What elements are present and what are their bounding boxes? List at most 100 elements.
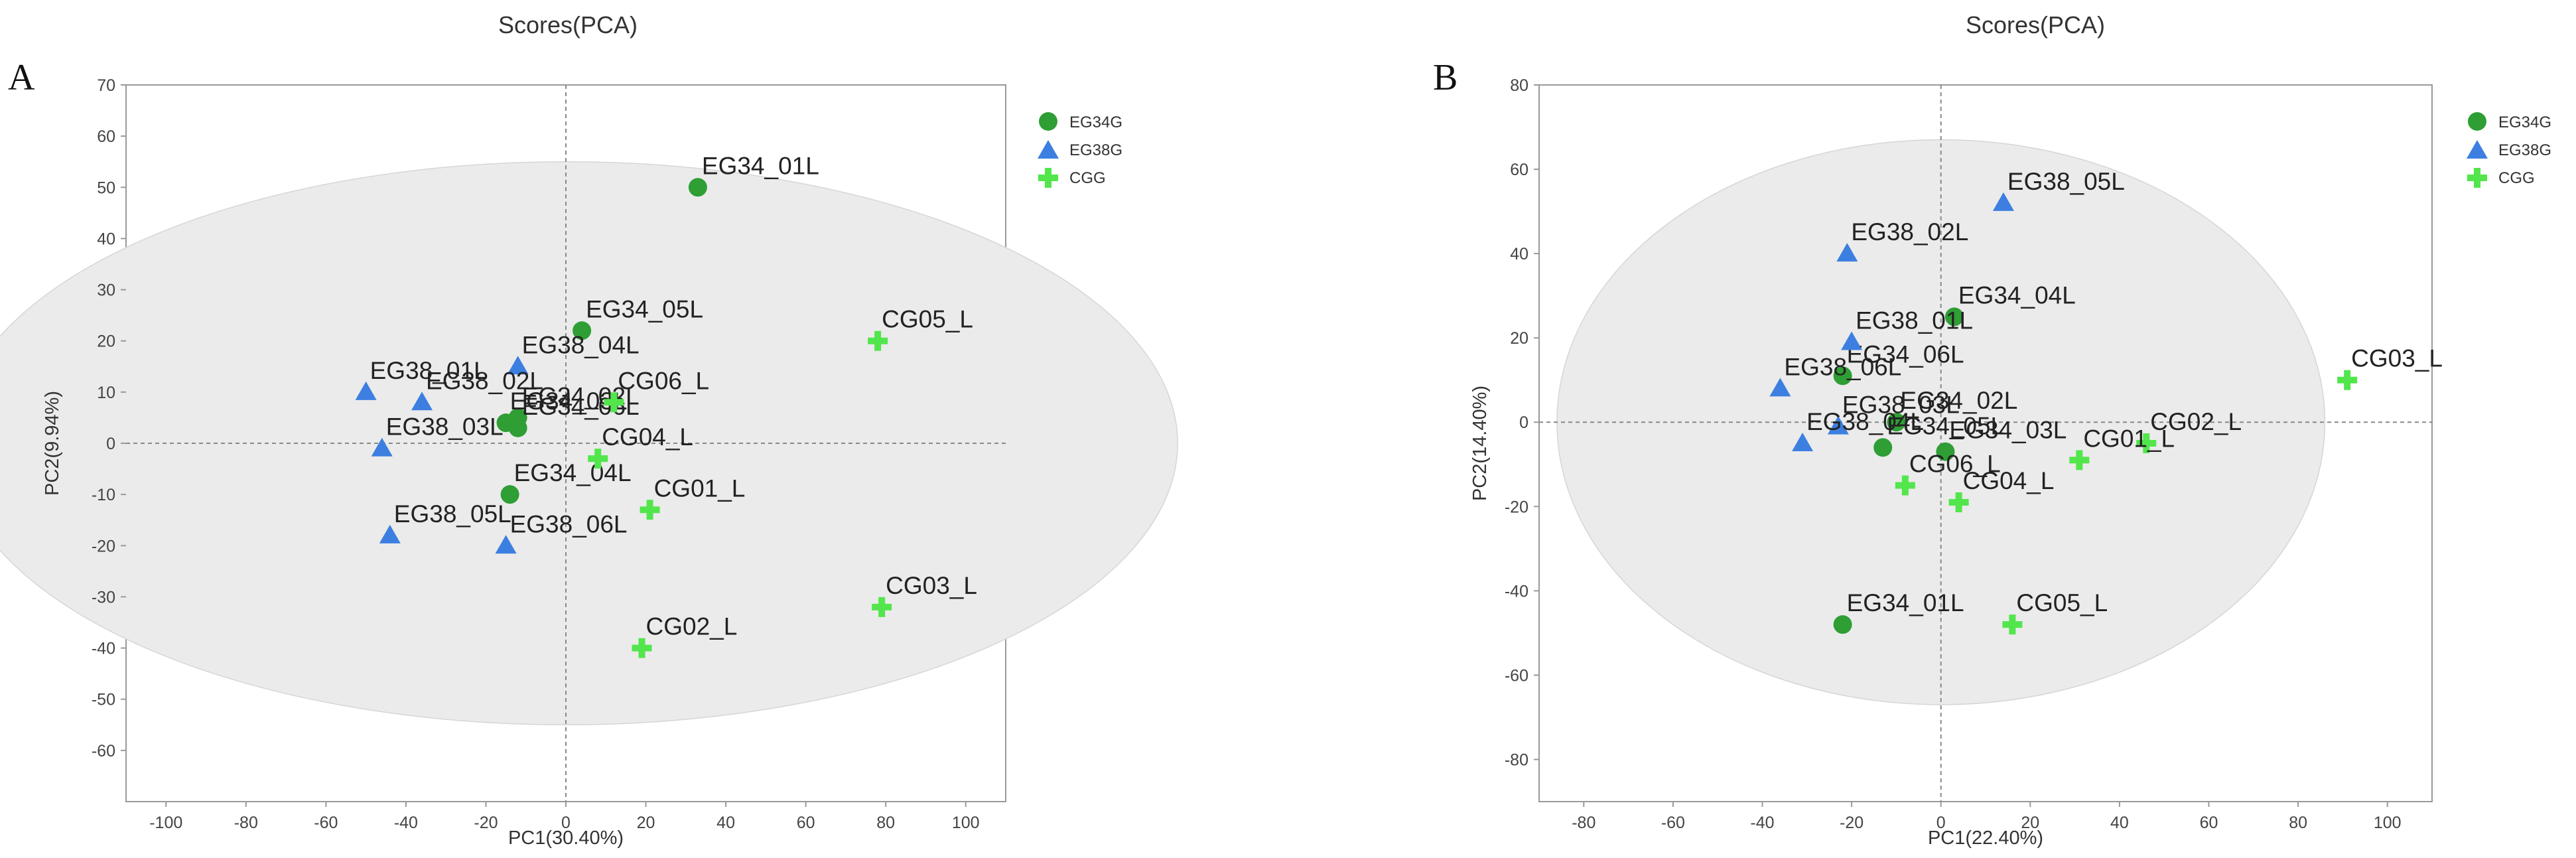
panel-b-point-eg38g-eg38-01l xyxy=(1841,331,1863,350)
legend-b-eg34g-marker xyxy=(2468,112,2486,131)
panel-a-x-tick-label: 80 xyxy=(876,814,895,832)
panel-a-point-cgg-cg02-l xyxy=(632,638,652,658)
panel-a-point-label: CG02_L xyxy=(646,613,738,640)
panel-b-y-tick-label: -40 xyxy=(1505,582,1528,601)
panel-b-y-tick-label: 60 xyxy=(1510,161,1528,179)
panel-b-x-tick-label: 80 xyxy=(2289,814,2307,832)
panel-a-points: EG34_01LEG34_05LEG34_04LEG34_02LEG34_03L… xyxy=(355,152,977,658)
panel-a-point-label: EG38_03L xyxy=(386,413,504,441)
panel-a-point-label: CG04_L xyxy=(602,423,693,451)
panel-b-point-eg34g-eg34-04l xyxy=(1944,307,1964,326)
panel-a-point-label: EG34_05L xyxy=(586,295,703,322)
panel-b-point-eg34g-eg34-02l xyxy=(1887,413,1906,432)
panel-b-y-label: PC2(14.40%) xyxy=(1469,386,1491,501)
panel-a-point-label: CG03_L xyxy=(886,572,977,599)
legend-a-eg38g-marker xyxy=(1038,140,1059,159)
panel-b-x-ticks: -80 -60 -40 -20 0 20 40 60 80 100 xyxy=(1572,802,2402,832)
panel-a-x-tick-label: -20 xyxy=(474,814,498,832)
panel-a-y-tick-label: 50 xyxy=(97,179,115,197)
panel-a-point-eg38g-eg38-06l xyxy=(495,535,517,554)
panel-b-letter: B xyxy=(1433,57,1457,98)
panel-a-y-tick-label: -20 xyxy=(92,537,115,555)
panel-a-point-eg38g-eg38-01l xyxy=(355,381,377,400)
panel-a-y-tick-label: -30 xyxy=(92,588,115,607)
panel-b-point-eg38g-eg38-06l xyxy=(1769,378,1791,397)
panel-a-point-eg38g-eg38-02l xyxy=(411,392,433,411)
panel-b-x-tick-label: 20 xyxy=(2021,814,2039,832)
panel-b-point-label: EG34_03L xyxy=(1949,417,2067,444)
panel-a-letter: A xyxy=(8,57,35,98)
panel-a-point-label: CG06_L xyxy=(618,367,709,394)
panel-a-x-ticks: -100 -80 -60 -40 -20 0 20 40 60 80 100 xyxy=(149,802,980,832)
panel-b-point-cgg-cg02-l xyxy=(2136,433,2157,453)
panel-a-point-eg34g-eg34-04l xyxy=(500,485,519,504)
legend-b-eg38g-marker xyxy=(2467,140,2488,159)
panel-b-y-tick-label: 20 xyxy=(1510,329,1528,348)
panel-a-point-eg34g-eg34-05l xyxy=(573,321,592,340)
panel-a-legend: EG34G EG38G CGG xyxy=(1038,112,1122,188)
panel-b-point-label: CG04_L xyxy=(1963,467,2055,494)
panel-b-point-label: EG34_02L xyxy=(1900,387,2017,414)
panel-a-point-label: EG34_01L xyxy=(702,152,819,179)
panel-a-y-tick-label: 40 xyxy=(97,230,115,248)
panel-a-point-label: EG38_05L xyxy=(394,500,511,528)
panel-b-legend: EG34G EG38G CGG xyxy=(2467,112,2551,188)
panel-b-point-eg38g-eg38-05l xyxy=(1992,192,2014,211)
panel-a-point-eg34g-eg34-06l xyxy=(508,418,527,437)
panel-b-point-label: EG34_01L xyxy=(1847,589,1964,616)
panel-b-x-tick-label: -20 xyxy=(1840,814,1864,832)
panel-b-point-label: CG05_L xyxy=(2016,589,2108,616)
panel-b-point-label: EG34_05L xyxy=(1887,412,2004,439)
panel-b-point-label: CG02_L xyxy=(2150,408,2242,435)
panel-a-y-label: PC2(9.94%) xyxy=(42,391,63,496)
panel-b-x-label: PC1(22.40%) xyxy=(1928,827,2043,849)
panel-b: Scores(PCA) B -80 -60 -40 -20 0 20 40 60 80 100 -… xyxy=(1433,11,2551,849)
panel-b-x-tick-label: 100 xyxy=(2374,814,2402,832)
panel-b-point-cgg-cg06-l xyxy=(1895,475,1915,496)
panel-b-point-cgg-cg04-l xyxy=(1948,492,1969,512)
legend-b-cgg-marker xyxy=(2467,168,2487,188)
panel-b-point-cgg-cg03-l xyxy=(2337,370,2358,390)
panel-a-point-label: EG34_04L xyxy=(514,459,632,486)
panel-a-point-cgg-cg05-l xyxy=(868,330,888,351)
panel-a-point-label: CG05_L xyxy=(882,306,973,333)
panel-a-y-tick-label: 10 xyxy=(97,384,115,402)
panel-b-x-tick-label: -40 xyxy=(1750,814,1774,832)
panel-b-x-tick-label: 0 xyxy=(1936,814,1946,832)
panel-b-y-tick-label: 80 xyxy=(1510,76,1528,95)
legend-b-cgg-label: CGG xyxy=(2498,169,2535,187)
legend-a-eg34g-label: EG34G xyxy=(1069,113,1122,131)
panel-a-point-cgg-cg06-l xyxy=(604,392,624,413)
panel-b-y-tick-label: 40 xyxy=(1510,245,1528,263)
panel-a-point-label: EG38_01L xyxy=(370,357,488,384)
panel-b-point-label: EG34_04L xyxy=(1958,281,2076,309)
panel-b-x-tick-label: 40 xyxy=(2110,814,2129,832)
panel-b-point-label: EG38_06L xyxy=(1784,353,1901,380)
panel-b-point-eg34g-eg34-01l xyxy=(1833,615,1852,634)
panel-a-y-tick-label: -40 xyxy=(92,640,115,658)
panel-b-point-label: EG38_01L xyxy=(1856,307,1973,334)
panel-b-point-label: CG01_L xyxy=(2083,425,2175,452)
panel-b-y-ticks: -80 -60 -40 -20 0 20 40 60 80 xyxy=(1505,76,1539,769)
panel-a-point-cgg-cg03-l xyxy=(872,597,892,617)
panel-b-title: Scores(PCA) xyxy=(1966,11,2105,38)
panel-b-x-tick-label: -80 xyxy=(1572,814,1595,832)
panel-b-point-eg38g-eg38-03l xyxy=(1827,415,1849,435)
panel-b-y-tick-label: -60 xyxy=(1505,666,1528,685)
panel-a-point-cgg-cg04-l xyxy=(588,449,608,469)
panel-b-point-eg34g-eg34-03l xyxy=(1936,442,1955,461)
panel-a-point-label: CG01_L xyxy=(654,474,746,502)
panel-a-y-tick-label: 70 xyxy=(97,76,115,95)
panel-b-y-tick-label: -80 xyxy=(1505,751,1528,769)
panel-b-point-cgg-cg01-l xyxy=(2069,450,2090,470)
panel-b-point-eg38g-eg38-02l xyxy=(1836,243,1858,262)
panel-a-x-tick-label: 0 xyxy=(561,814,571,832)
panel-b-points: EG34_04L EG34_06L EG34_02LEG34_05LEG34_03L… xyxy=(1769,168,2443,635)
panel-a-x-tick-label: -80 xyxy=(234,814,258,832)
legend-a-eg34g-marker xyxy=(1039,112,1057,131)
panel-a-title: Scores(PCA) xyxy=(498,11,638,38)
legend-b-eg34g-label: EG34G xyxy=(2498,113,2551,131)
panel-a-point-label: EG38_06L xyxy=(510,510,628,537)
panel-b-point-cgg-cg05-l xyxy=(2002,614,2023,635)
legend-a-cgg-label: CGG xyxy=(1069,169,1106,187)
